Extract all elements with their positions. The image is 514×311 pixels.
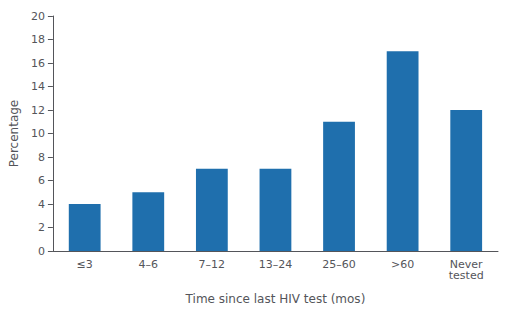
svg-text:16: 16 [31, 57, 45, 70]
svg-text:6: 6 [38, 174, 45, 187]
svg-text:Never: Never [449, 258, 483, 271]
svg-text:4: 4 [38, 198, 45, 211]
svg-text:25–60: 25–60 [322, 258, 356, 271]
svg-text:20: 20 [31, 10, 45, 23]
svg-text:13–24: 13–24 [259, 258, 293, 271]
svg-text:8: 8 [38, 151, 45, 164]
svg-text:10: 10 [31, 127, 45, 140]
svg-text:tested: tested [449, 269, 484, 282]
svg-text:2: 2 [38, 221, 45, 234]
svg-text:14: 14 [31, 80, 45, 93]
svg-text:7–12: 7–12 [199, 258, 226, 271]
svg-text:12: 12 [31, 104, 45, 117]
svg-text:0: 0 [38, 245, 45, 258]
svg-text:Time since last HIV test (mos): Time since last HIV test (mos) [185, 292, 366, 306]
svg-text:18: 18 [31, 33, 45, 46]
svg-text:4–6: 4–6 [139, 258, 159, 271]
svg-text:>60: >60 [391, 258, 414, 271]
svg-text:≤3: ≤3 [77, 258, 93, 271]
svg-text:Percentage: Percentage [7, 100, 21, 168]
